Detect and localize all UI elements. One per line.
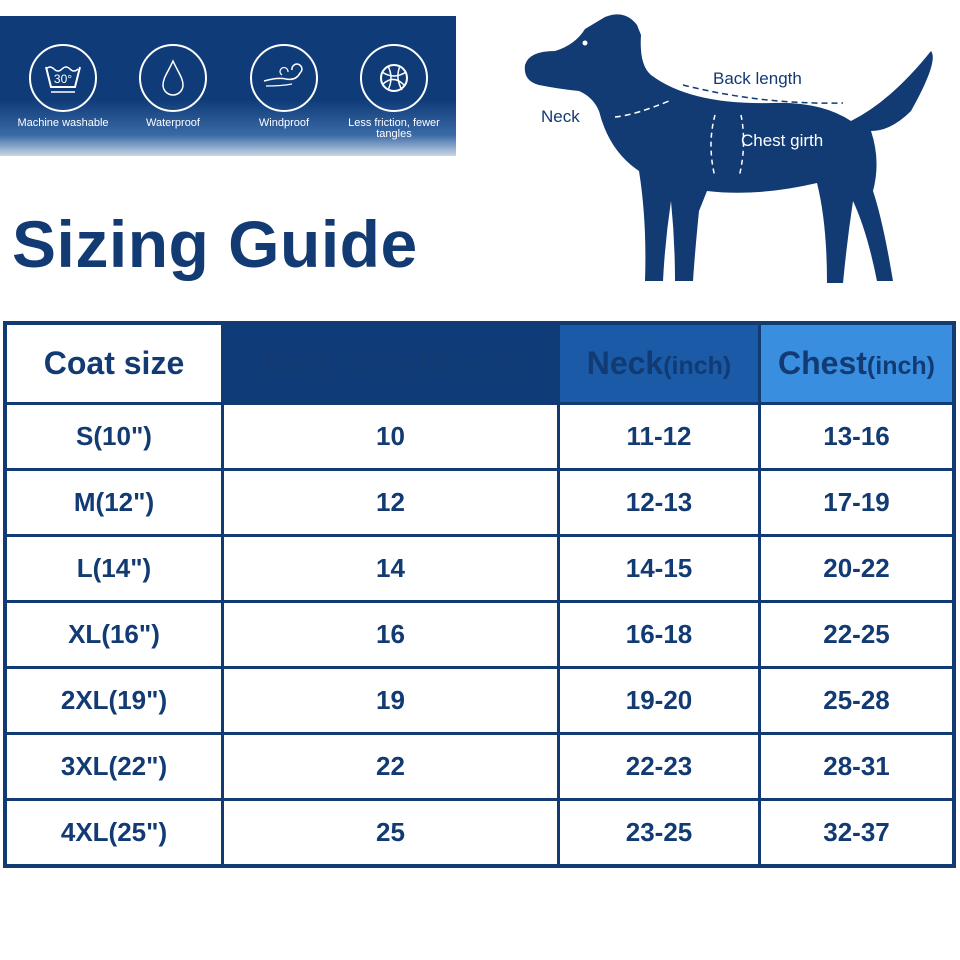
wind-icon [250, 44, 318, 112]
coat-size-cell: XL(16") [3, 600, 224, 669]
table-row: L(14") 14 14-15 20-22 [3, 534, 956, 603]
feature-less-friction: Less friction, fewer tangles [339, 44, 449, 140]
neck-label: Neck [541, 107, 580, 126]
table-header-row: Coat size Body length(inch) Neck(inch) C… [3, 321, 956, 405]
table-row: S(10") 10 11-12 13-16 [3, 402, 956, 471]
dog-silhouette-icon [524, 14, 933, 283]
chest-cell: 17-19 [758, 468, 956, 537]
neck-cell: 16-18 [557, 600, 761, 669]
neck-cell: 11-12 [557, 402, 761, 471]
feature-label: Less friction, fewer tangles [348, 117, 440, 140]
body-length-cell: 16 [221, 600, 560, 669]
feature-label: Machine washable [17, 117, 109, 129]
body-length-cell: 22 [221, 732, 560, 801]
svg-text:30°: 30° [54, 72, 72, 86]
neck-cell: 22-23 [557, 732, 761, 801]
coat-size-cell: 3XL(22") [3, 732, 224, 801]
body-length-cell: 19 [221, 666, 560, 735]
feature-windproof: Windproof [229, 44, 339, 129]
neck-cell: 14-15 [557, 534, 761, 603]
dog-measurement-diagram: Back length Neck Chest girth [515, 5, 955, 315]
chest-cell: 32-37 [758, 798, 956, 868]
header-chest: Chest(inch) [758, 321, 956, 405]
header-coat-size: Coat size [3, 321, 224, 405]
coat-size-cell: S(10") [3, 402, 224, 471]
header-neck: Neck(inch) [557, 321, 761, 405]
features-banner: 30° Machine washable Waterproof Windproo… [0, 16, 456, 156]
neck-cell: 12-13 [557, 468, 761, 537]
table-row: 3XL(22") 22 22-23 28-31 [3, 732, 956, 801]
feature-machine-washable: 30° Machine washable [8, 44, 118, 129]
size-table: Coat size Body length(inch) Neck(inch) C… [3, 321, 956, 868]
chest-cell: 22-25 [758, 600, 956, 669]
table-row: 4XL(25") 25 23-25 32-37 [3, 798, 956, 868]
header-body-length: Body length(inch) [221, 321, 560, 405]
body-length-cell: 12 [221, 468, 560, 537]
table-row: XL(16") 16 16-18 22-25 [3, 600, 956, 669]
wash-30-icon: 30° [29, 44, 97, 112]
table-row: 2XL(19") 19 19-20 25-28 [3, 666, 956, 735]
chest-cell: 28-31 [758, 732, 956, 801]
water-drop-icon [139, 44, 207, 112]
feature-waterproof: Waterproof [118, 44, 228, 129]
yarn-ball-icon [360, 44, 428, 112]
neck-cell: 23-25 [557, 798, 761, 868]
chest-cell: 20-22 [758, 534, 956, 603]
page-title: Sizing Guide [12, 207, 418, 281]
body-length-cell: 10 [221, 402, 560, 471]
coat-size-cell: 4XL(25") [3, 798, 224, 868]
neck-cell: 19-20 [557, 666, 761, 735]
coat-size-cell: 2XL(19") [3, 666, 224, 735]
coat-size-cell: L(14") [3, 534, 224, 603]
body-length-cell: 14 [221, 534, 560, 603]
table-row: M(12") 12 12-13 17-19 [3, 468, 956, 537]
feature-label: Waterproof [145, 117, 200, 129]
chest-girth-label: Chest girth [741, 131, 824, 150]
chest-cell: 13-16 [758, 402, 956, 471]
chest-cell: 25-28 [758, 666, 956, 735]
feature-label: Windproof [258, 117, 310, 129]
body-length-cell: 25 [221, 798, 560, 868]
back-length-label: Back length [713, 69, 802, 88]
coat-size-cell: M(12") [3, 468, 224, 537]
